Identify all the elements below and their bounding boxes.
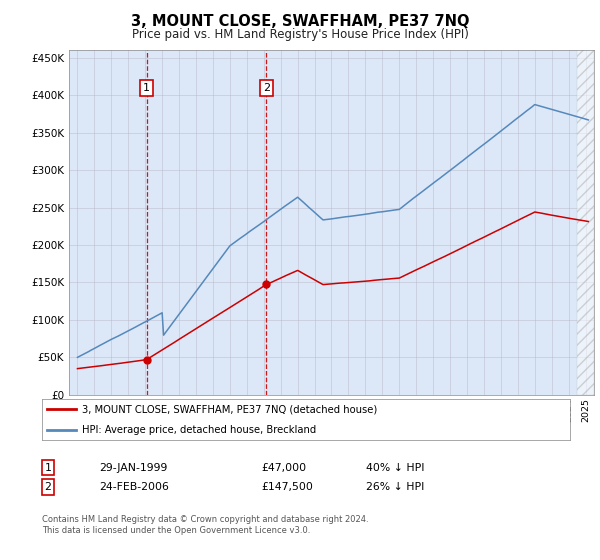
Text: 1: 1 [44,463,52,473]
Text: 40% ↓ HPI: 40% ↓ HPI [366,463,425,473]
Text: 1: 1 [143,83,150,93]
Text: Price paid vs. HM Land Registry's House Price Index (HPI): Price paid vs. HM Land Registry's House … [131,28,469,41]
Text: 24-FEB-2006: 24-FEB-2006 [99,482,169,492]
Text: HPI: Average price, detached house, Breckland: HPI: Average price, detached house, Brec… [82,424,316,435]
Text: £47,000: £47,000 [261,463,306,473]
Text: Contains HM Land Registry data © Crown copyright and database right 2024.
This d: Contains HM Land Registry data © Crown c… [42,515,368,535]
Text: £147,500: £147,500 [261,482,313,492]
Text: 2: 2 [44,482,52,492]
Text: 26% ↓ HPI: 26% ↓ HPI [366,482,424,492]
Text: 3, MOUNT CLOSE, SWAFFHAM, PE37 7NQ (detached house): 3, MOUNT CLOSE, SWAFFHAM, PE37 7NQ (deta… [82,404,377,414]
Text: 3, MOUNT CLOSE, SWAFFHAM, PE37 7NQ: 3, MOUNT CLOSE, SWAFFHAM, PE37 7NQ [131,14,469,29]
Text: 2: 2 [263,83,270,93]
Text: 29-JAN-1999: 29-JAN-1999 [99,463,167,473]
